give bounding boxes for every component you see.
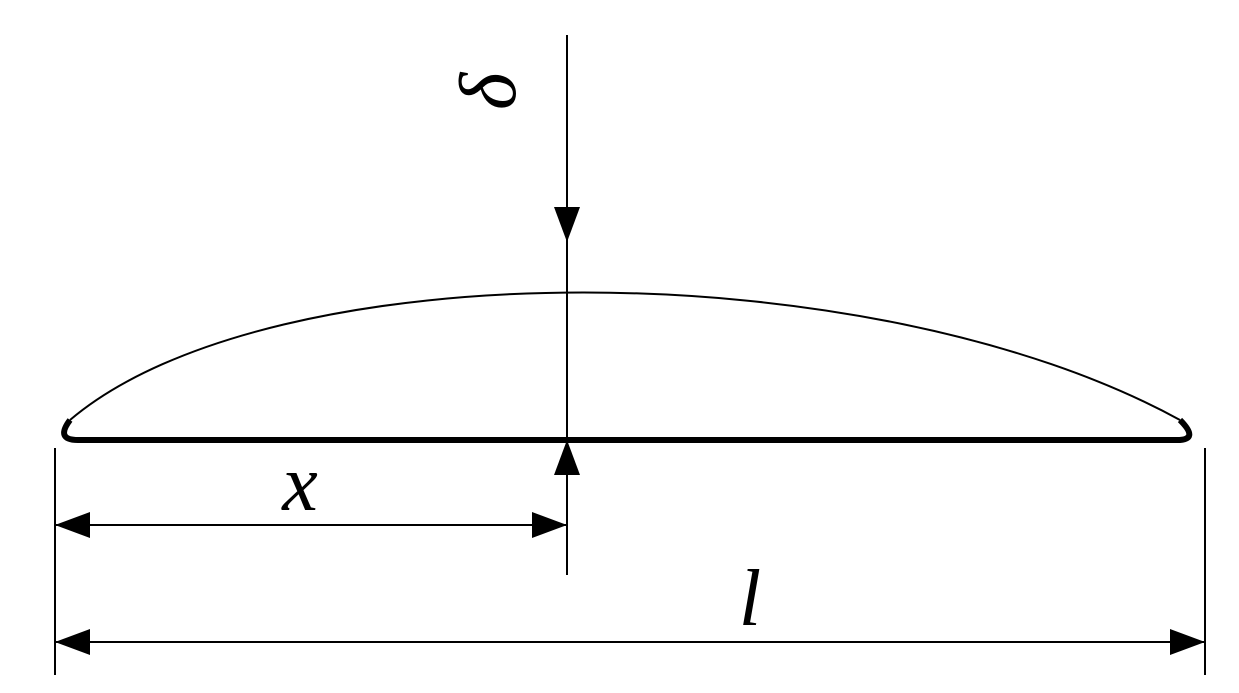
x-label: x <box>281 440 318 528</box>
baseline <box>64 420 1189 440</box>
arc-curve <box>70 293 1180 421</box>
arrowhead <box>1170 629 1205 655</box>
delta-label: δ <box>445 71 533 110</box>
diagram-group: δ x l <box>50 35 1205 675</box>
arrowhead <box>554 440 580 475</box>
arrowhead <box>532 512 567 538</box>
arrowhead <box>55 629 90 655</box>
l-label: l <box>739 555 761 643</box>
dimension-diagram: δ x l <box>0 0 1239 693</box>
arrowhead <box>55 512 90 538</box>
arrowhead <box>554 207 580 242</box>
